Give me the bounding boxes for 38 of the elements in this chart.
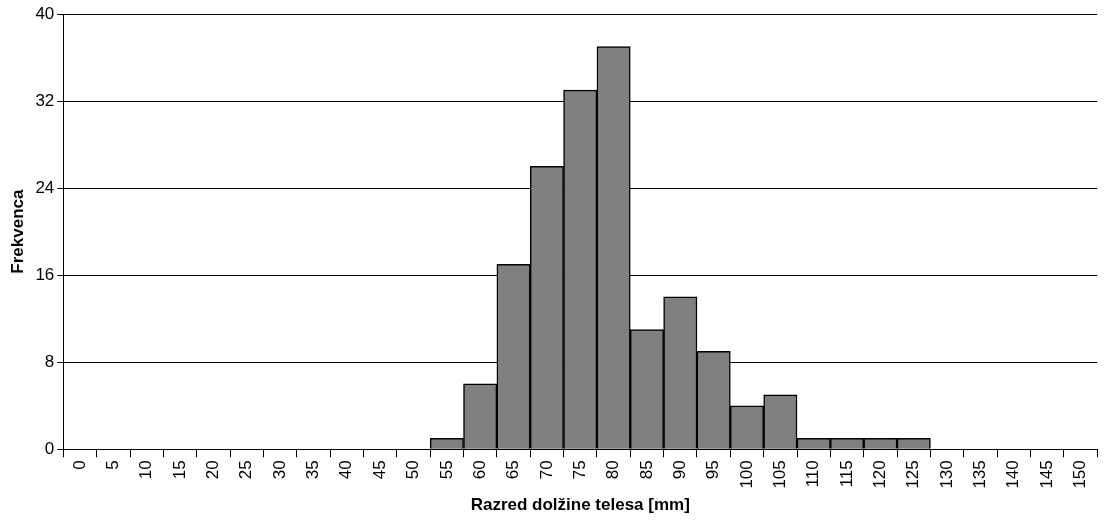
x-tick-label: 100 [736,460,756,489]
x-tick-label: 65 [503,460,523,480]
y-tick-label: 8 [44,351,55,371]
x-tick-label: 85 [636,460,656,480]
x-tick-label: 90 [669,460,689,480]
x-tick-label: 20 [203,460,223,480]
x-tick-label: 130 [936,460,956,489]
x-tick-label: 140 [1003,460,1023,489]
x-tick-label: 150 [1070,460,1090,489]
x-tick-label: 40 [336,460,356,480]
x-tick-label: 25 [236,460,256,480]
x-tick-label: 105 [770,460,790,489]
x-tick-label: 15 [169,460,189,480]
x-tick-label: 30 [269,460,289,480]
x-tick-label: 125 [903,460,923,489]
y-tick-label: 32 [35,90,55,110]
x-tick-label: 10 [136,460,156,480]
x-tick-label: 60 [469,460,489,480]
x-tick-label: 145 [1036,460,1056,489]
x-tick-label: 35 [303,460,323,480]
x-tick-label: 80 [603,460,623,480]
x-tick-label: 70 [536,460,556,480]
y-axis-title: Frekvenca [7,189,27,274]
x-tick-label: 120 [870,460,890,489]
y-tick-label: 24 [35,177,55,197]
x-axis-title: Razred dolžine telesa [mm] [470,495,690,515]
y-tick-label: 16 [35,264,55,284]
x-tick-label: 5 [103,460,123,470]
x-tick-label: 55 [436,460,456,480]
x-tick-label: 110 [803,460,823,488]
x-tick-label: 115 [836,460,856,488]
y-tick-label: 40 [35,3,55,23]
x-tick-label: 50 [403,460,423,480]
x-tick-label: 135 [970,460,990,489]
x-tick-label: 95 [703,460,723,480]
x-tick-label: 75 [569,460,589,480]
x-tick-label: 45 [369,460,389,480]
x-tick-label: 0 [69,460,89,470]
